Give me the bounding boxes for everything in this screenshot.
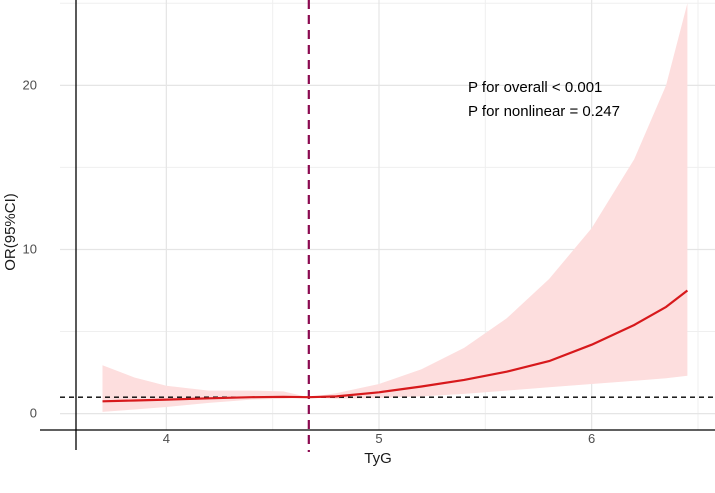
y-axis-ticks: 0 10 20	[23, 77, 37, 420]
y-tick-label-0: 0	[30, 406, 37, 421]
x-axis-title: TyG	[364, 450, 392, 467]
or-curve	[102, 289, 689, 403]
p-overall-annotation: P for overall < 0.001	[468, 79, 602, 96]
x-tick-label-0: 4	[163, 431, 170, 446]
y-tick-label-2: 20	[23, 77, 37, 92]
confidence-band	[102, 3, 688, 412]
y-tick-label-1: 10	[23, 241, 37, 256]
p-nonlinear-annotation: P for nonlinear = 0.247	[468, 103, 620, 120]
x-axis-ticks: 4 5 6	[163, 431, 596, 446]
x-tick-label-2: 6	[588, 431, 595, 446]
grid-lines	[60, 0, 715, 430]
x-tick-label-1: 5	[375, 431, 382, 446]
y-axis-title: OR(95%CI)	[2, 193, 19, 271]
